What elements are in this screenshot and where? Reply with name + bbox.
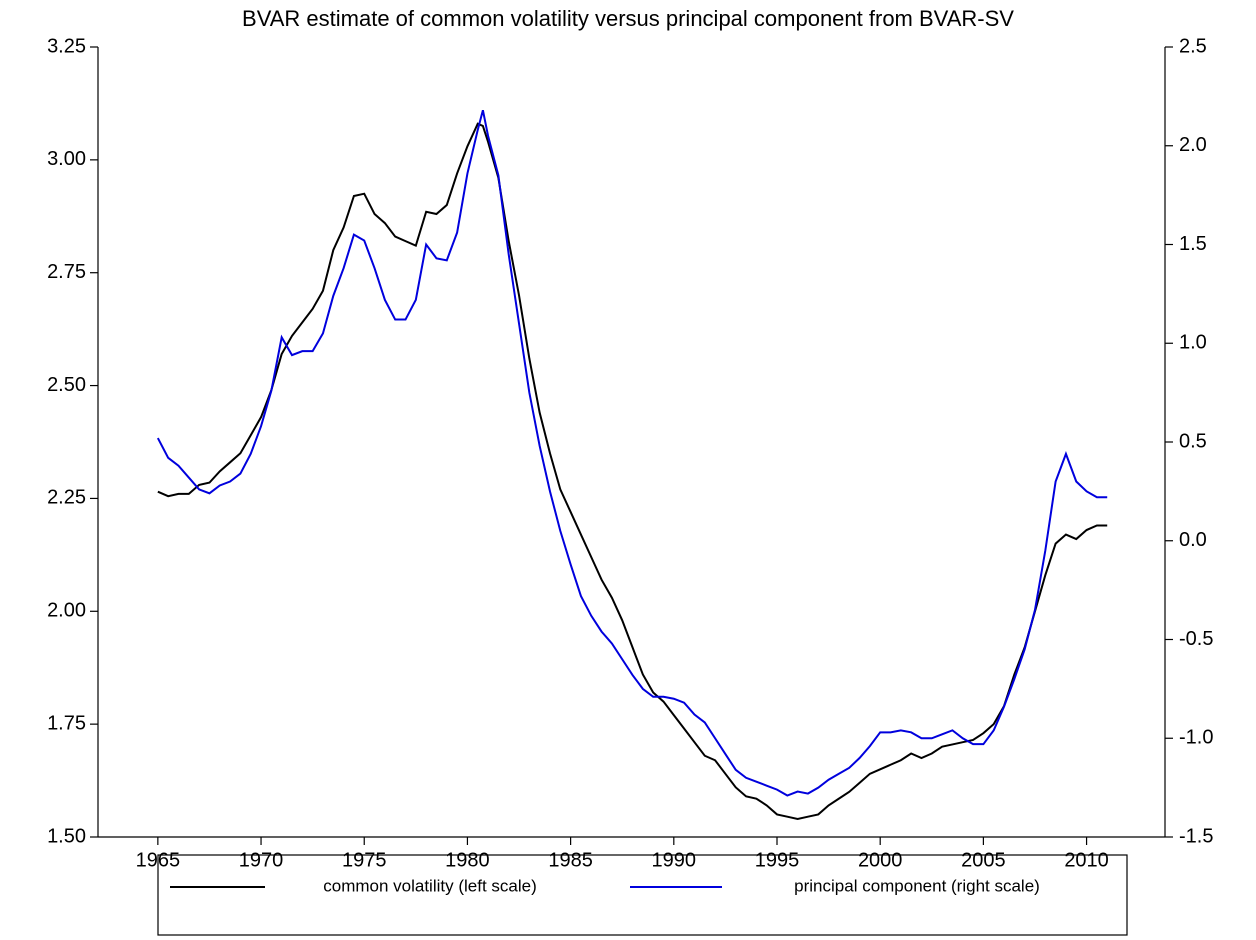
y2-tick-label: -1.5 [1179,825,1213,847]
y-tick-label: 3.00 [47,148,86,170]
y-tick-label: 2.25 [47,487,86,509]
y2-tick-label: 0.5 [1179,430,1207,452]
x-tick-label: 1980 [445,849,490,871]
y-tick-label: 2.00 [47,600,86,622]
legend [157,854,1128,936]
y-tick-label: 3.25 [47,35,86,57]
y2-tick-label: -1.0 [1179,727,1213,749]
y2-tick-label: -0.5 [1179,628,1213,650]
x-tick-label: 2000 [858,849,903,871]
y2-tick-label: 1.5 [1179,233,1207,255]
x-tick-label: 1975 [342,849,387,871]
y-tick-label: 1.50 [47,825,86,847]
legend-label: principal component (right scale) [794,876,1040,895]
y-tick-label: 2.50 [47,374,86,396]
series-line [156,109,1108,797]
x-tick-label: 1965 [136,849,181,871]
y2-tick-label: 1.0 [1179,332,1207,354]
x-tick-label: 1995 [755,849,800,871]
chart-title: BVAR estimate of common volatility versu… [242,6,1014,31]
x-tick-label: 2010 [1064,849,1109,871]
y-tick-label: 1.75 [47,712,86,734]
x-tick-label: 1970 [239,849,284,871]
y2-tick-label: 2.0 [1179,134,1207,156]
legend-label: common volatility (left scale) [323,876,537,895]
y2-tick-label: 0.0 [1179,529,1207,551]
y2-tick-label: 2.5 [1179,35,1207,57]
series-line [157,122,1108,820]
x-tick-label: 1985 [548,849,593,871]
x-tick-label: 2005 [961,849,1006,871]
y-tick-label: 2.75 [47,261,86,283]
x-tick-label: 1990 [652,849,697,871]
